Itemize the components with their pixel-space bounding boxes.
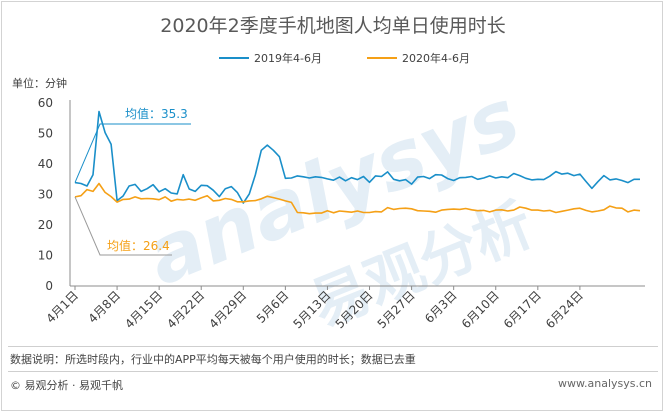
mean-label-2019: 均值：35.3	[125, 106, 188, 121]
series-line	[74, 182, 641, 215]
x-tick-label: 5月6日	[254, 288, 292, 326]
footer-separator	[8, 346, 658, 347]
x-tick-label: 4月8日	[86, 288, 124, 326]
legend-label: 2019年4-6月	[254, 51, 322, 65]
mean-leader-2020	[74, 196, 172, 256]
x-tick-label: 6月17日	[501, 288, 544, 331]
x-tick-label: 4月1日	[43, 288, 81, 326]
legend-label: 2020年4-6月	[402, 51, 470, 65]
x-tick-label: 6月24日	[543, 288, 586, 331]
mean-leader-2019	[74, 123, 191, 183]
y-tick-label: 60	[38, 96, 53, 110]
legend: 2019年4-6月 2020年4-6月	[219, 51, 470, 65]
y-unit-label: 单位：分钟	[12, 76, 67, 90]
mean-annotations: 均值：35.3 均值：26.4	[74, 106, 191, 256]
series-lines	[74, 110, 641, 215]
y-tick-label: 50	[38, 127, 53, 141]
mean-label-2020: 均值：26.4	[107, 238, 170, 253]
y-tick-label: 10	[38, 249, 53, 263]
source-credit: © 易观分析 · 易观千帆	[10, 379, 123, 392]
source-url: www.analysys.cn	[558, 377, 652, 390]
y-tick-label: 20	[38, 218, 53, 232]
x-tick-label: 4月29日	[206, 288, 249, 331]
chart-title: 2020年2季度手机地图人均单日使用时长	[160, 15, 505, 37]
data-note: 数据说明：所选时段内，行业中的APP平均每天被每个用户使用的时长；数据已去重	[10, 353, 416, 366]
x-tick-label: 4月15日	[122, 288, 165, 331]
y-tick-label: 40	[38, 157, 53, 171]
y-tick-label: 0	[45, 279, 53, 293]
x-tick-label: 6月10日	[459, 288, 502, 331]
y-tick-label: 30	[38, 188, 53, 202]
source-separator	[8, 371, 658, 372]
series-line	[74, 110, 640, 204]
